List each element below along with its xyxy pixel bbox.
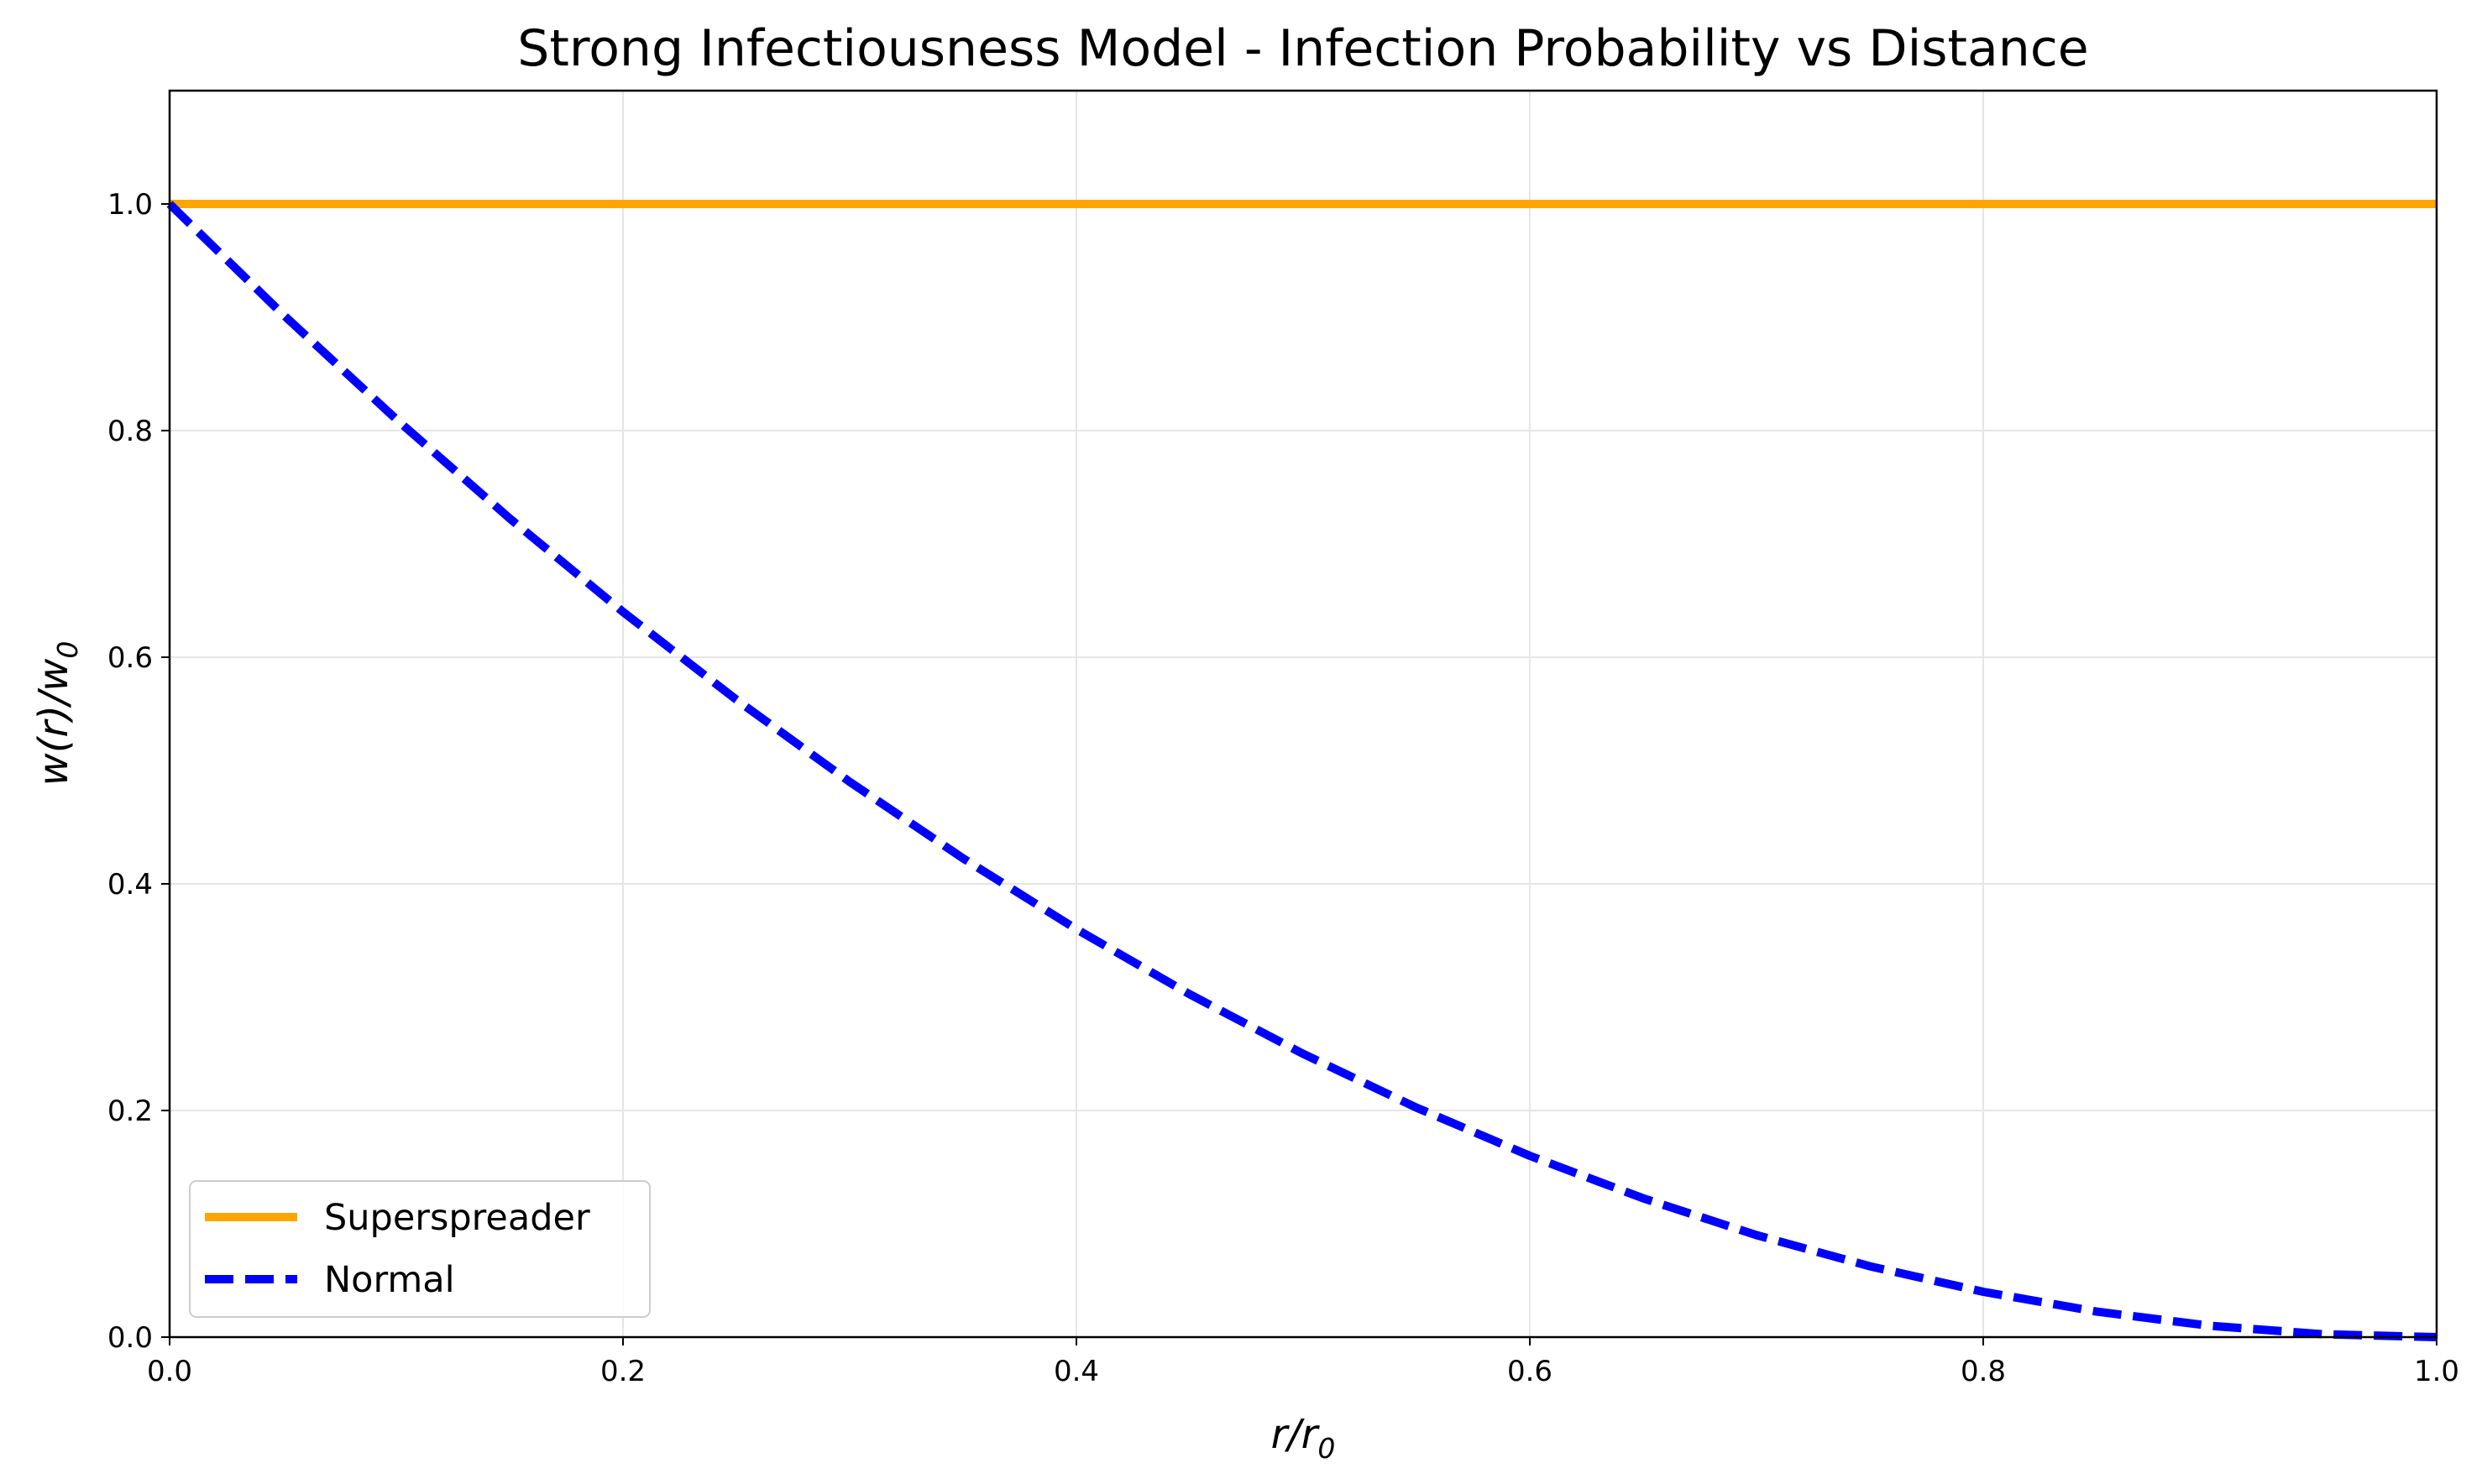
- legend-label-superspreader: Superspreader: [324, 1197, 590, 1239]
- x-tick-label: 0.4: [1054, 1355, 1099, 1388]
- y-tick-label: 0.4: [107, 868, 153, 901]
- x-axis-ticks: 0.0 0.2 0.4 0.6 0.8 1.0: [147, 1337, 2459, 1388]
- series-line-normal: [166, 201, 2437, 1341]
- y-tick-label: 1.0: [107, 188, 153, 222]
- plot-series: [166, 200, 2437, 1341]
- y-axis-ticks: 0.0 0.2 0.4 0.6 0.8 1.0: [107, 188, 170, 1355]
- plot-frame: [168, 89, 2438, 1339]
- legend-label-normal: Normal: [324, 1259, 455, 1301]
- y-tick-label: 0.0: [107, 1321, 153, 1355]
- x-tick-label: 0.2: [600, 1355, 646, 1388]
- legend-frame: [189, 1180, 651, 1318]
- y-axis-label: w(r)/w0: [30, 641, 84, 786]
- y-tick-label: 0.6: [107, 641, 153, 675]
- x-tick-label: 0.8: [1961, 1355, 2006, 1388]
- y-tick-label: 0.8: [107, 415, 153, 448]
- x-tick-label: 1.0: [2414, 1355, 2459, 1388]
- legend: Superspreader Normal: [189, 1180, 651, 1318]
- x-tick-label: 0.6: [1507, 1355, 1552, 1388]
- y-tick-label: 0.2: [107, 1095, 153, 1128]
- chart-title: Strong Infectiousness Model - Infection …: [517, 19, 2088, 78]
- x-axis-label: r/r0: [1271, 1411, 1336, 1465]
- x-tick-label: 0.0: [147, 1355, 192, 1388]
